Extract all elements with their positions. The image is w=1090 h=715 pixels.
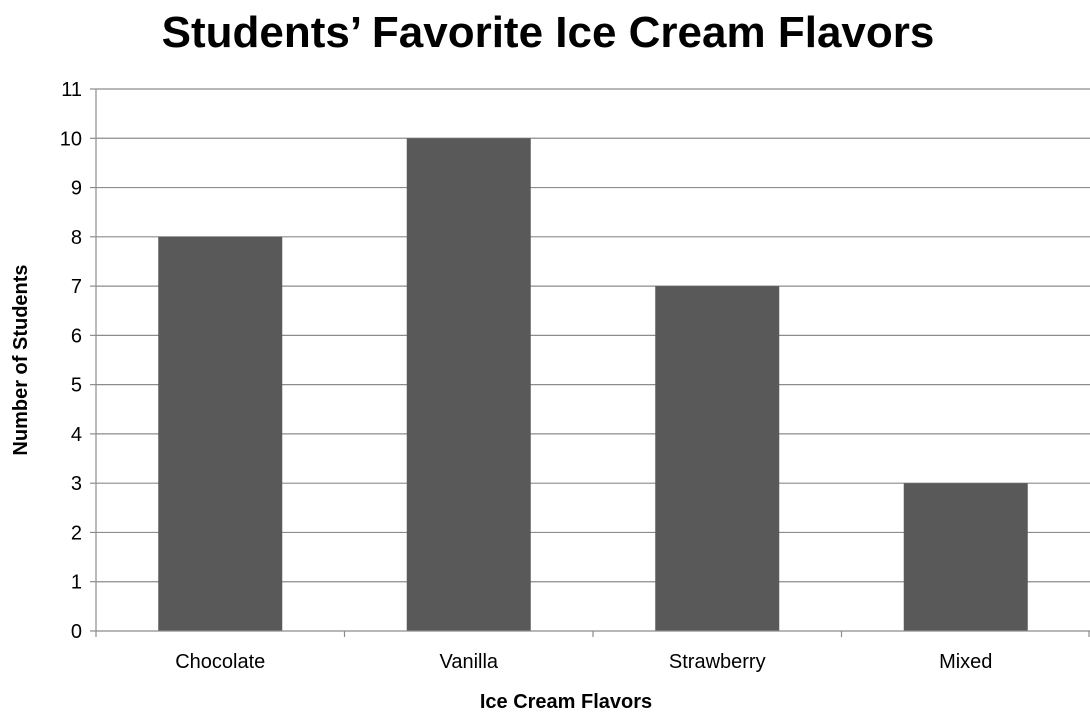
y-tick-label: 0 bbox=[71, 621, 82, 643]
axes bbox=[90, 88, 1090, 637]
y-tick-label: 3 bbox=[71, 473, 82, 495]
y-tick-label: 11 bbox=[61, 79, 82, 101]
y-tick-label: 4 bbox=[71, 424, 82, 446]
y-tick-label: 6 bbox=[71, 325, 82, 347]
y-tick-label: 9 bbox=[71, 178, 82, 200]
bar bbox=[655, 286, 780, 631]
y-tick-labels: 0 1 2 3 4 5 6 7 8 9 10 11 bbox=[60, 79, 82, 643]
y-tick-label: 10 bbox=[60, 128, 82, 150]
y-tick-label: 8 bbox=[71, 227, 82, 249]
x-tick-label: Chocolate bbox=[175, 651, 265, 673]
chart-title: Students’ Favorite Ice Cream Flavors bbox=[162, 8, 935, 57]
bar bbox=[903, 483, 1028, 631]
y-tick-label: 5 bbox=[71, 375, 82, 397]
x-axis-label: Ice Cream Flavors bbox=[480, 691, 652, 713]
bar bbox=[406, 138, 531, 632]
x-tick-label: Mixed bbox=[939, 651, 992, 673]
y-tick-label: 7 bbox=[71, 276, 82, 298]
bars bbox=[158, 138, 1028, 632]
x-tick-label: Vanilla bbox=[439, 651, 498, 673]
x-tick-labels: Chocolate Vanilla Strawberry Mixed bbox=[175, 651, 992, 673]
x-tick-label: Strawberry bbox=[669, 651, 766, 673]
bar bbox=[158, 236, 283, 631]
y-axis-label: Number of Students bbox=[10, 264, 32, 455]
y-tick-label: 1 bbox=[71, 572, 82, 594]
y-tick-label: 2 bbox=[71, 522, 82, 544]
